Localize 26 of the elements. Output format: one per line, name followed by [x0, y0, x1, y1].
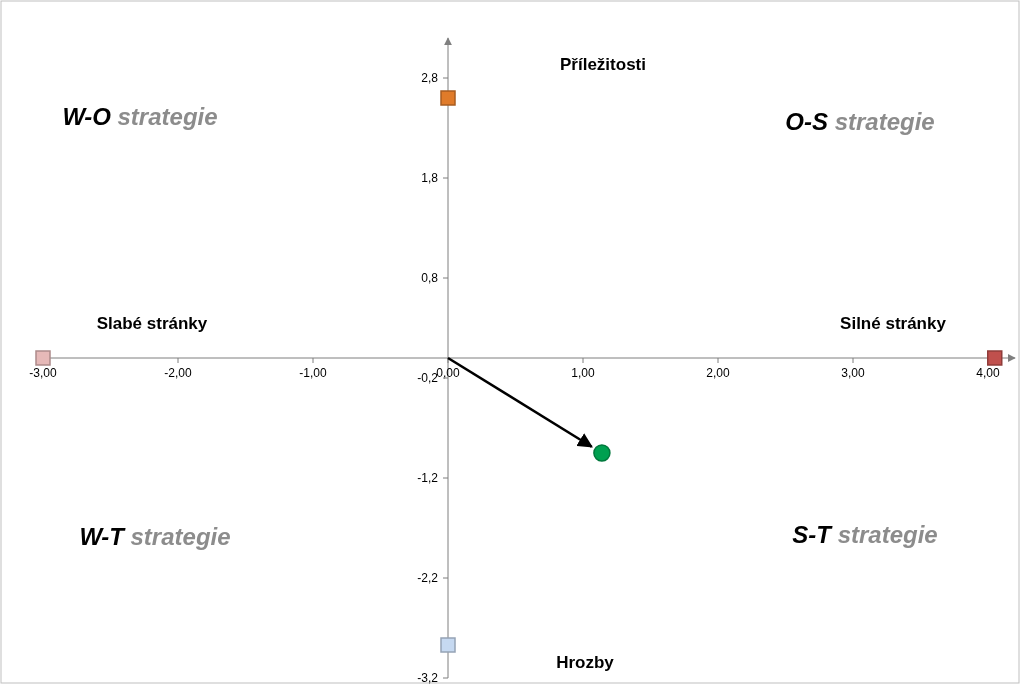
annotation: Příležitosti: [560, 55, 646, 74]
y-tick-label: -2,2: [417, 571, 439, 585]
point: [440, 637, 456, 653]
annotation: Silné stránky: [840, 314, 947, 333]
x-tick-label: 3,00: [841, 366, 865, 380]
annotation: W-T strategie: [79, 523, 231, 550]
y-tick-label: -3,2: [417, 671, 439, 684]
point: [987, 350, 1003, 366]
y-tick-label: 2,8: [421, 71, 439, 85]
y-tick-label: 1,8: [421, 171, 439, 185]
x-tick-label: -3,00: [29, 366, 57, 380]
x-tick-label: 4,00: [976, 366, 1000, 380]
annotation: O-S strategie: [785, 108, 935, 135]
y-tick-label: -1,2: [417, 471, 439, 485]
x-tick-label: -1,00: [299, 366, 327, 380]
x-tick-label: 2,00: [706, 366, 730, 380]
x-tick-label: -2,00: [164, 366, 192, 380]
annotation: W-O strategie: [62, 103, 218, 130]
annotation: Slabé stránky: [96, 314, 208, 333]
point: [35, 350, 51, 366]
annotation: S-T strategie: [792, 521, 938, 548]
annotation: Hrozby: [556, 653, 615, 672]
y-tick-label: 0,8: [421, 271, 439, 285]
point: [440, 90, 456, 106]
x-tick-label: 1,00: [571, 366, 595, 380]
point: [593, 444, 611, 462]
